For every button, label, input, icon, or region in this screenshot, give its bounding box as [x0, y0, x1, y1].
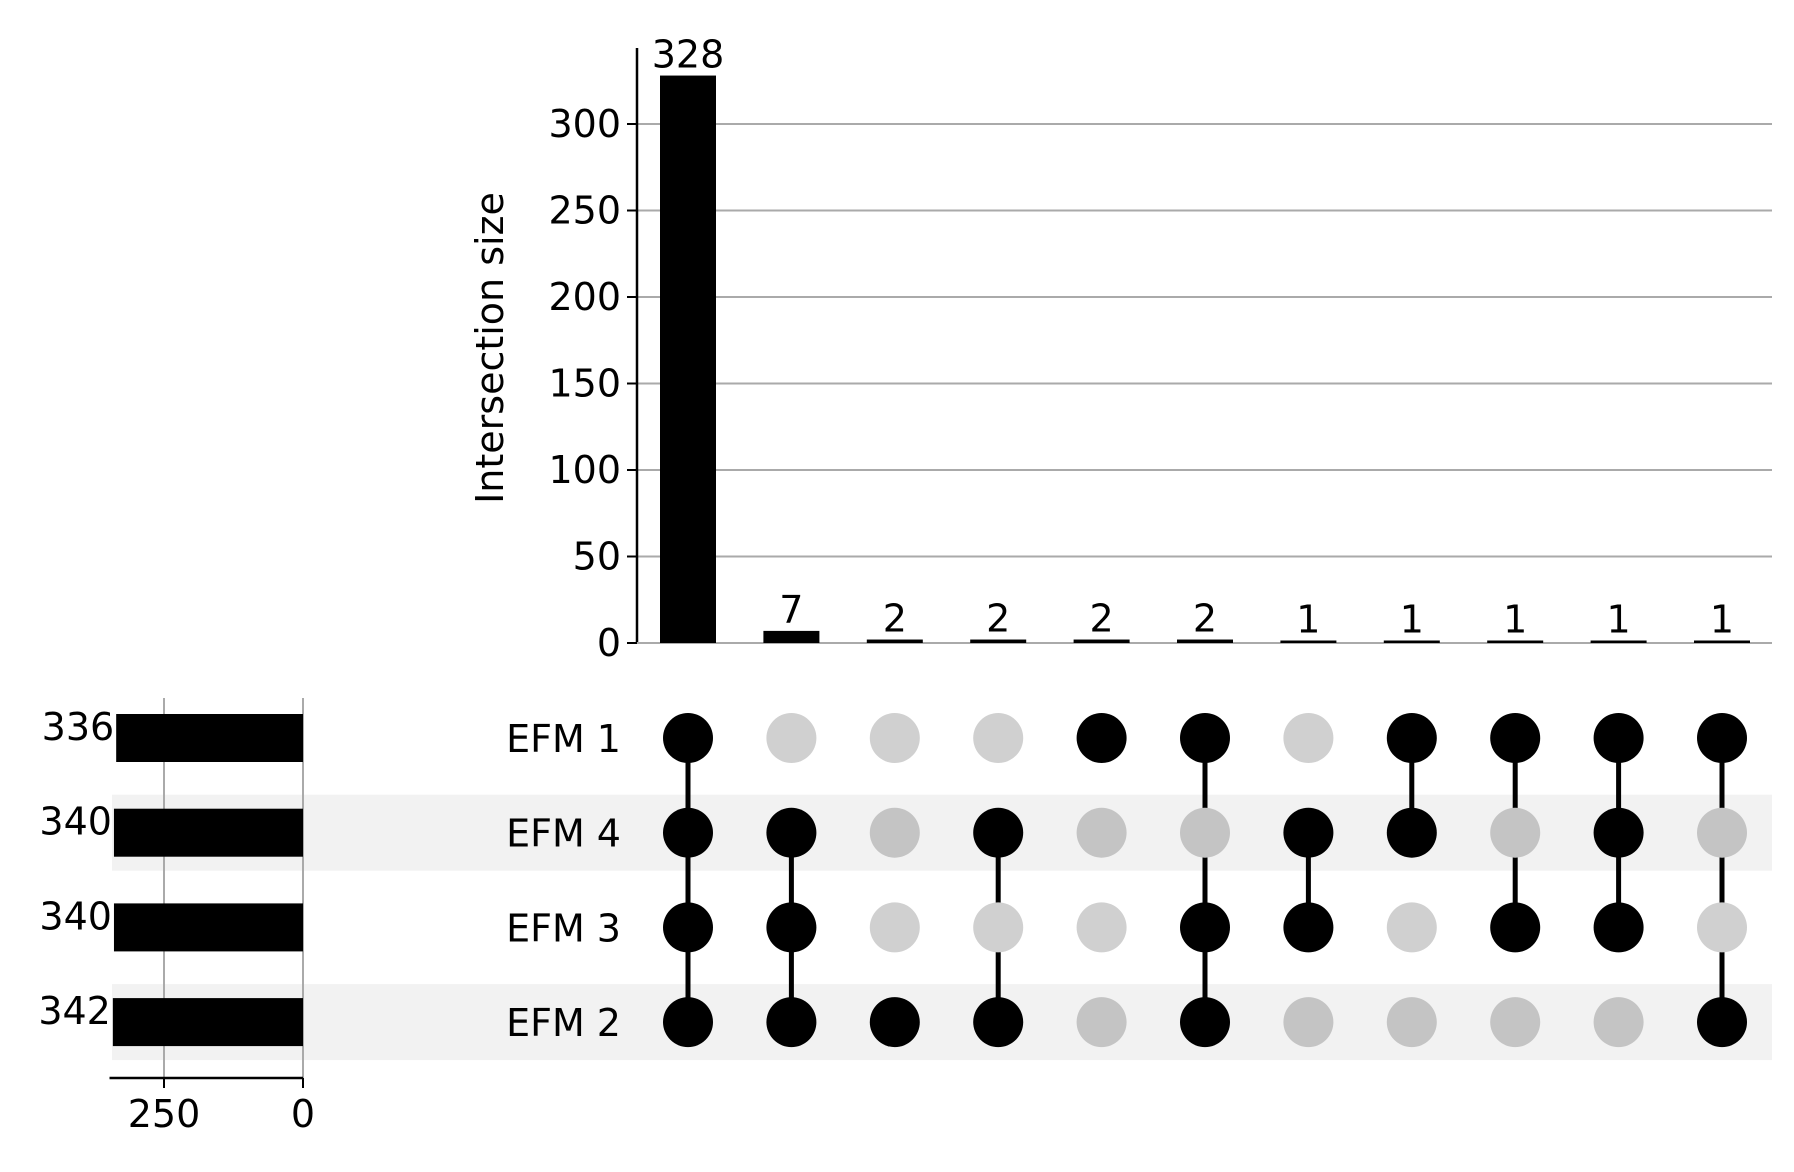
- intersection-bar-labels: 328 7 2 2 2 2 1 1 1 1 1: [652, 33, 1734, 642]
- intersection-bar: [1694, 640, 1750, 643]
- matrix-dot-active: [1180, 713, 1230, 763]
- set-size-label: 340: [39, 894, 112, 938]
- set-name-label: EFM 1: [506, 717, 621, 761]
- matrix-dot-active: [766, 902, 817, 953]
- set-name-label: EFM 2: [506, 1001, 621, 1045]
- matrix-dot-active: [973, 807, 1024, 858]
- matrix-dot-active: [1386, 713, 1437, 763]
- matrix-dot-inactive: [869, 807, 920, 858]
- intersection-bar: [1073, 639, 1130, 643]
- set-size-bar: [116, 714, 304, 762]
- intersection-bar: [1280, 640, 1337, 643]
- intersection-bar-label: 1: [1503, 598, 1527, 642]
- intersection-bar-label: 2: [986, 597, 1010, 641]
- intersection-bar-label: 1: [1400, 598, 1424, 642]
- matrix-dot-active: [973, 997, 1024, 1048]
- matrix-dot-active: [1593, 713, 1644, 763]
- intersection-bar: [1590, 640, 1647, 643]
- set-name-label: EFM 3: [506, 906, 621, 950]
- matrix-dot-active: [1593, 902, 1644, 953]
- matrix-dot-inactive: [973, 713, 1024, 763]
- matrix-dot-inactive: [973, 902, 1024, 953]
- matrix-dot-active: [766, 807, 817, 858]
- matrix-dot-active: [1283, 902, 1334, 953]
- matrix-dot-inactive: [766, 713, 817, 763]
- matrix-dot-active: [1697, 997, 1747, 1048]
- membership-matrix: [663, 713, 1747, 1048]
- set-size-labels: 336 340 340 342: [38, 705, 114, 1033]
- matrix-dot-active: [1490, 902, 1541, 953]
- intersection-bar-label: 1: [1296, 598, 1320, 642]
- matrix-dot-active: [663, 713, 713, 763]
- matrix-dot-inactive: [1076, 902, 1127, 953]
- set-size-label: 340: [39, 800, 112, 844]
- intersection-bar: [866, 639, 923, 643]
- matrix-dot-active: [1697, 713, 1747, 763]
- matrix-dot-active: [1283, 807, 1334, 858]
- matrix-dot-inactive: [1697, 902, 1747, 953]
- intersection-bar-label: 1: [1710, 598, 1734, 642]
- intersection-bar-label: 2: [1193, 597, 1217, 641]
- matrix-dot-inactive: [1490, 807, 1541, 858]
- set-name-label: EFM 4: [506, 812, 621, 856]
- intersection-grid: [637, 123, 1772, 558]
- intersection-bar-label: 2: [883, 597, 907, 641]
- intersection-axis-title: Intersection size: [468, 192, 512, 504]
- matrix-dot-active: [1490, 713, 1541, 763]
- intersection-bar: [1383, 640, 1440, 643]
- matrix-dot-active: [869, 997, 920, 1048]
- matrix-dot-active: [766, 997, 817, 1048]
- intersection-bar-label: 2: [1090, 597, 1114, 641]
- set-size-axis: 250 0: [109, 1076, 315, 1136]
- set-size-bar: [112, 998, 304, 1047]
- matrix-dot-active: [663, 997, 713, 1048]
- matrix-dot-active: [1593, 807, 1644, 858]
- matrix-dot-inactive: [1076, 997, 1127, 1048]
- set-size-label: 336: [42, 705, 115, 749]
- set-size-bar: [113, 808, 304, 857]
- matrix-dot-inactive: [1386, 997, 1437, 1048]
- intersection-bar: [660, 75, 716, 643]
- matrix-dot-inactive: [1180, 807, 1230, 858]
- intersection-bar: [970, 639, 1027, 643]
- intersection-bar-label: 1: [1607, 598, 1631, 642]
- matrix-dot-active: [1180, 902, 1230, 953]
- set-size-bar: [113, 903, 304, 952]
- y-tick-label: 50: [573, 535, 621, 579]
- matrix-dot-active: [1386, 807, 1437, 858]
- matrix-dot-inactive: [869, 713, 920, 763]
- matrix-dot-inactive: [1283, 713, 1334, 763]
- intersection-bar-label: 328: [652, 33, 725, 77]
- matrix-dot-inactive: [1283, 997, 1334, 1048]
- matrix-dot-inactive: [1076, 807, 1127, 858]
- intersection-bar: [1177, 639, 1233, 643]
- matrix-dot-inactive: [1593, 997, 1644, 1048]
- matrix-dot-active: [663, 807, 713, 858]
- y-tick-label: 100: [548, 448, 621, 492]
- set-names: EFM 1 EFM 4 EFM 3 EFM 2: [506, 717, 621, 1045]
- intersection-bar: [763, 630, 820, 643]
- y-tick-label: 0: [597, 621, 621, 665]
- intersection-bar: [1487, 640, 1544, 643]
- y-tick-label: 150: [548, 362, 621, 406]
- y-tick-label: 300: [548, 102, 621, 146]
- intersection-bar-label: 7: [779, 588, 803, 632]
- matrix-dot-inactive: [1386, 902, 1437, 953]
- set-size-tick-label: 250: [128, 1092, 201, 1136]
- matrix-dot-inactive: [1697, 807, 1747, 858]
- matrix-dot-active: [1076, 713, 1127, 763]
- y-tick-label: 200: [548, 275, 621, 319]
- intersection-axis: 0 50 100 150 200 250 300: [548, 48, 1772, 665]
- matrix-dot-active: [1180, 997, 1230, 1048]
- y-tick-label: 250: [548, 189, 621, 233]
- matrix-dot-active: [663, 902, 713, 953]
- set-size-bars: [112, 714, 304, 1047]
- set-size-label: 342: [38, 989, 111, 1033]
- set-size-tick-label: 0: [291, 1092, 315, 1136]
- matrix-dot-inactive: [869, 902, 920, 953]
- matrix-dot-inactive: [1490, 997, 1541, 1048]
- intersection-bars: [660, 75, 1750, 643]
